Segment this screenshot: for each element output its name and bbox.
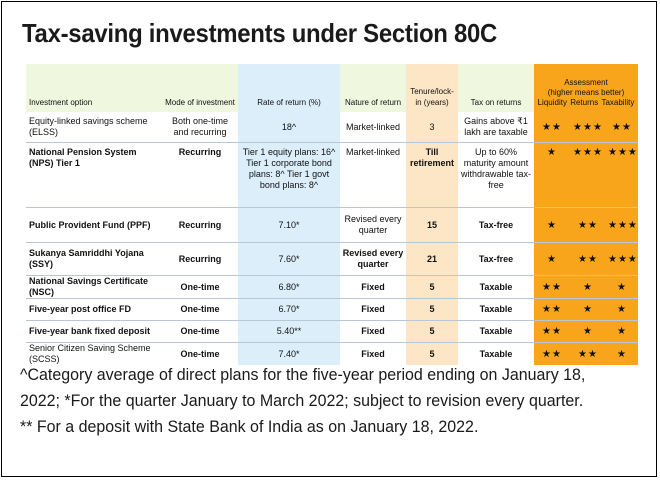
returns-stars: ★ (570, 275, 606, 299)
taxability-stars: ★ (606, 342, 639, 365)
mode-cell: Recurring (162, 242, 238, 276)
rate-cell: 7.40* (238, 342, 340, 365)
nature-cell: Market-linked (340, 142, 406, 208)
returns-stars: ★★★ (570, 112, 606, 143)
liquidity-stars: ★★ (534, 342, 570, 365)
table-row: National Pension System (NPS) Tier 1 Rec… (26, 142, 639, 208)
option-cell: Equity-linked savings scheme (ELSS) (26, 112, 162, 143)
footnotes: ^Category average of direct plans for th… (20, 362, 610, 440)
table-row: National Savings Certificate (NSC) One-t… (26, 275, 639, 299)
returns-stars: ★★ (570, 207, 606, 243)
rate-cell: 18^ (238, 112, 340, 143)
table-row: Sukanya Samriddhi Yojana (SSY) Recurring… (26, 242, 639, 276)
table-row: Senior Citizen Saving Scheme (SCSS) One-… (26, 342, 639, 365)
table-row: Public Provident Fund (PPF) Recurring 7.… (26, 207, 639, 243)
tenure-cell: 5 (406, 342, 458, 365)
tax-cell: Up to 60% maturity amount withdrawable t… (458, 142, 534, 208)
option-cell: Sukanya Samriddhi Yojana (SSY) (26, 242, 162, 276)
option-cell: National Savings Certificate (NSC) (26, 275, 162, 299)
returns-stars: ★★ (570, 242, 606, 276)
nature-cell: Revised every quarter (340, 207, 406, 243)
tax-cell: Taxable (458, 320, 534, 343)
mode-cell: One-time (180, 348, 220, 359)
liquidity-stars: ★★ (534, 112, 570, 143)
tax-cell: Taxable (479, 348, 513, 359)
table-row: Five-year bank fixed deposit One-time 5.… (26, 320, 639, 343)
table-row: Five-year post office FD One-time 6.70* … (26, 298, 639, 321)
option-cell: Senior Citizen Saving Scheme (SCSS) (29, 343, 151, 364)
tax-cell: Tax-free (458, 242, 534, 276)
rate-cell: 6.80* (238, 275, 340, 299)
rate-cell: 7.60* (238, 242, 340, 276)
returns-stars: ★★★ (570, 142, 606, 208)
header-tenure: Tenure/lock-in (years) (406, 64, 458, 112)
liquidity-stars: ★ (534, 142, 570, 208)
header-option: Investment option (26, 64, 162, 112)
rate-cell: Tier 1 equity plans: 16^ Tier 1 corporat… (238, 142, 340, 208)
returns-stars: ★ (570, 298, 606, 321)
rate-cell: 5.40** (238, 320, 340, 343)
header-rate: Rate of return (%) (238, 64, 340, 112)
nature-cell: Fixed (361, 348, 385, 359)
taxability-stars: ★★★ (606, 207, 639, 243)
tenure-cell: 21 (406, 242, 458, 276)
returns-stars: ★★ (570, 342, 606, 365)
tax-cell: Tax-free (458, 207, 534, 243)
mode-cell: Recurring (162, 142, 238, 208)
option-cell: Five-year bank fixed deposit (26, 320, 162, 343)
tenure-cell: 5 (406, 320, 458, 343)
table-row: Equity-linked savings scheme (ELSS) Both… (26, 112, 639, 143)
page-title: Tax-saving investments under Section 80C (22, 18, 498, 48)
nature-cell: Fixed (340, 320, 406, 343)
liquidity-stars: ★ (534, 207, 570, 243)
header-assessment: Assessment (higher means better) Liquidi… (534, 64, 639, 112)
liquidity-stars: ★★ (534, 298, 570, 321)
header-returns: Returns (570, 98, 599, 107)
tax-cell: Taxable (458, 275, 534, 299)
header-liquidity: Liquidity (537, 98, 567, 107)
tenure-cell: Till retirement (406, 142, 458, 208)
tenure-cell: 5 (406, 275, 458, 299)
mode-cell: Both one-time and recurring (162, 112, 238, 143)
nature-cell: Fixed (340, 275, 406, 299)
header-taxability: Taxability (601, 98, 635, 107)
mode-cell: One-time (162, 275, 238, 299)
assessment-title: Assessment (564, 78, 608, 87)
taxability-stars: ★★★ (606, 142, 639, 208)
option-cell: National Pension System (NPS) Tier 1 (26, 142, 162, 208)
liquidity-stars: ★★ (534, 320, 570, 343)
nature-cell: Fixed (340, 298, 406, 321)
header-mode: Mode of investment (162, 64, 238, 112)
tenure-cell: 5 (406, 298, 458, 321)
footnote-1: ^Category average of direct plans for th… (20, 365, 586, 410)
returns-stars: ★ (570, 320, 606, 343)
taxability-stars: ★ (606, 298, 639, 321)
header-tax: Tax on returns (458, 64, 534, 112)
footnote-2: ** For a deposit with State Bank of Indi… (20, 417, 479, 436)
taxability-stars: ★★ (606, 112, 639, 143)
liquidity-stars: ★★ (534, 275, 570, 299)
mode-cell: One-time (162, 320, 238, 343)
taxability-stars: ★ (606, 320, 639, 343)
rate-cell: 6.70* (238, 298, 340, 321)
mode-cell: Recurring (162, 207, 238, 243)
tenure-cell: 3 (406, 112, 458, 143)
investments-table: Investment option Mode of investment Rat… (26, 64, 639, 365)
tenure-cell: 15 (406, 207, 458, 243)
taxability-stars: ★ (606, 275, 639, 299)
taxability-stars: ★★★ (606, 242, 639, 276)
tax-cell: Taxable (458, 298, 534, 321)
header-nature: Nature of return (340, 64, 406, 112)
nature-cell: Revised every quarter (340, 242, 406, 276)
option-cell: Public Provident Fund (PPF) (26, 207, 162, 243)
table-header-row: Investment option Mode of investment Rat… (26, 64, 639, 112)
nature-cell: Market-linked (340, 112, 406, 143)
assessment-note: (higher means better) (547, 88, 625, 97)
rate-cell: 7.10* (238, 207, 340, 243)
liquidity-stars: ★ (534, 242, 570, 276)
mode-cell: One-time (162, 298, 238, 321)
tax-cell: Gains above ₹1 lakh are taxable (458, 112, 534, 143)
option-cell: Five-year post office FD (26, 298, 162, 321)
